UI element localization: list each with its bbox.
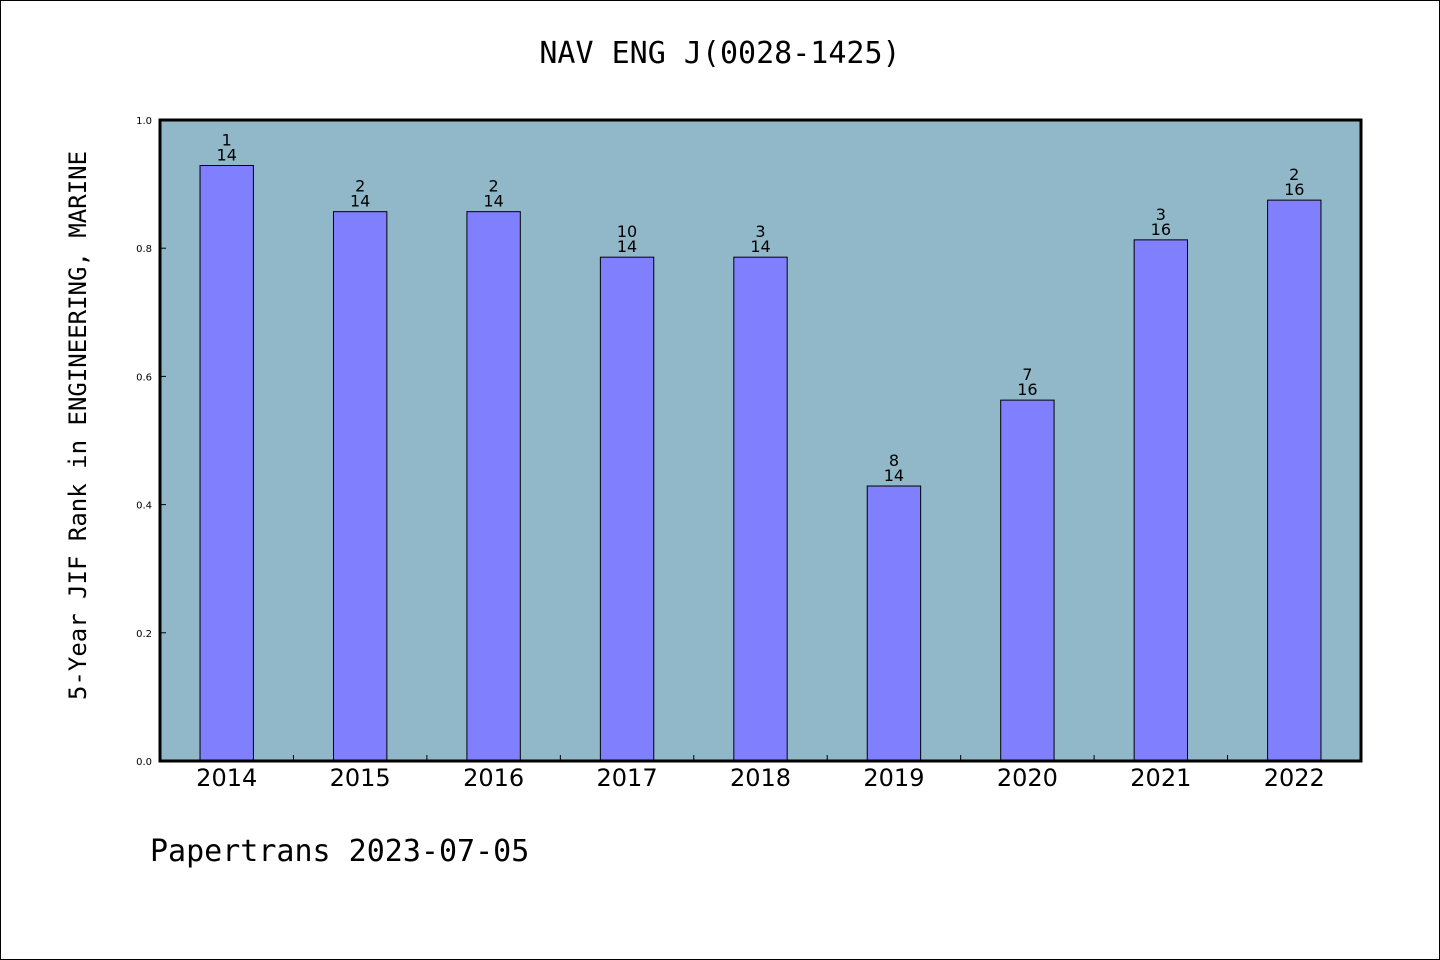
x-tick-label: 2021 [1130, 764, 1191, 792]
plot-border [158, 118, 1363, 763]
bar-2016 [466, 211, 521, 762]
bar-2015 [332, 211, 388, 762]
x-tick-label: 2018 [730, 764, 791, 792]
bar-2022 [1267, 199, 1322, 762]
bar-rank-label: 2 [489, 177, 499, 196]
bar-2019 [866, 485, 922, 762]
bar-total-label: 14 [217, 146, 237, 165]
y-tick-label: 0.2 [136, 629, 152, 640]
bar-rank-label: 1 [222, 131, 232, 150]
y-axis-label: 5-Year JIF Rank in ENGINEERING, MARINE [64, 151, 92, 700]
x-tick-label: 2017 [597, 764, 658, 792]
bar-total-label: 14 [750, 237, 770, 256]
x-tick-label: 2016 [463, 764, 524, 792]
bar-total-label: 16 [1151, 220, 1171, 239]
bar-2021 [1133, 239, 1189, 762]
y-tick-label: 0.8 [136, 244, 152, 255]
bar-rank-label: 2 [1289, 165, 1299, 184]
x-tick-label: 2022 [1264, 764, 1325, 792]
x-tick-label: 2019 [863, 764, 924, 792]
bar-rank-label: 3 [1156, 205, 1166, 224]
x-tick-label: 2014 [196, 764, 257, 792]
y-tick-label: 0.0 [136, 757, 152, 768]
bar-total-label: 16 [1284, 180, 1304, 199]
bar-rank-label: 8 [889, 451, 899, 470]
x-tick-label: 2020 [997, 764, 1058, 792]
y-tick-label: 0.6 [136, 372, 152, 383]
bar-rank-label: 2 [355, 177, 365, 196]
bar-rank-label: 7 [1022, 365, 1032, 384]
chart-title: NAV ENG J(0028-1425) [539, 36, 901, 71]
bar-2018 [733, 256, 788, 762]
bar-rank-label: 3 [755, 222, 765, 241]
bar-total-label: 14 [350, 192, 370, 211]
x-axis: 2014 2015 2016 2017 2018 2019 2020 2021 2022 [196, 755, 1325, 792]
bar-2020 [1000, 399, 1055, 762]
bar-2017 [599, 256, 655, 762]
y-tick-label: 0.4 [136, 501, 152, 512]
bar-total-label: 14 [483, 192, 503, 211]
bar-total-label: 14 [884, 466, 904, 485]
footer-credit: Papertrans 2023-07-05 [150, 834, 530, 869]
bar-2014 [199, 165, 254, 762]
bar-total-label: 16 [1017, 380, 1037, 399]
bar-total-label: 14 [617, 237, 637, 256]
y-tick-label: 1.0 [136, 116, 152, 127]
bar-rank-label: 10 [617, 222, 637, 241]
x-tick-label: 2015 [330, 764, 391, 792]
